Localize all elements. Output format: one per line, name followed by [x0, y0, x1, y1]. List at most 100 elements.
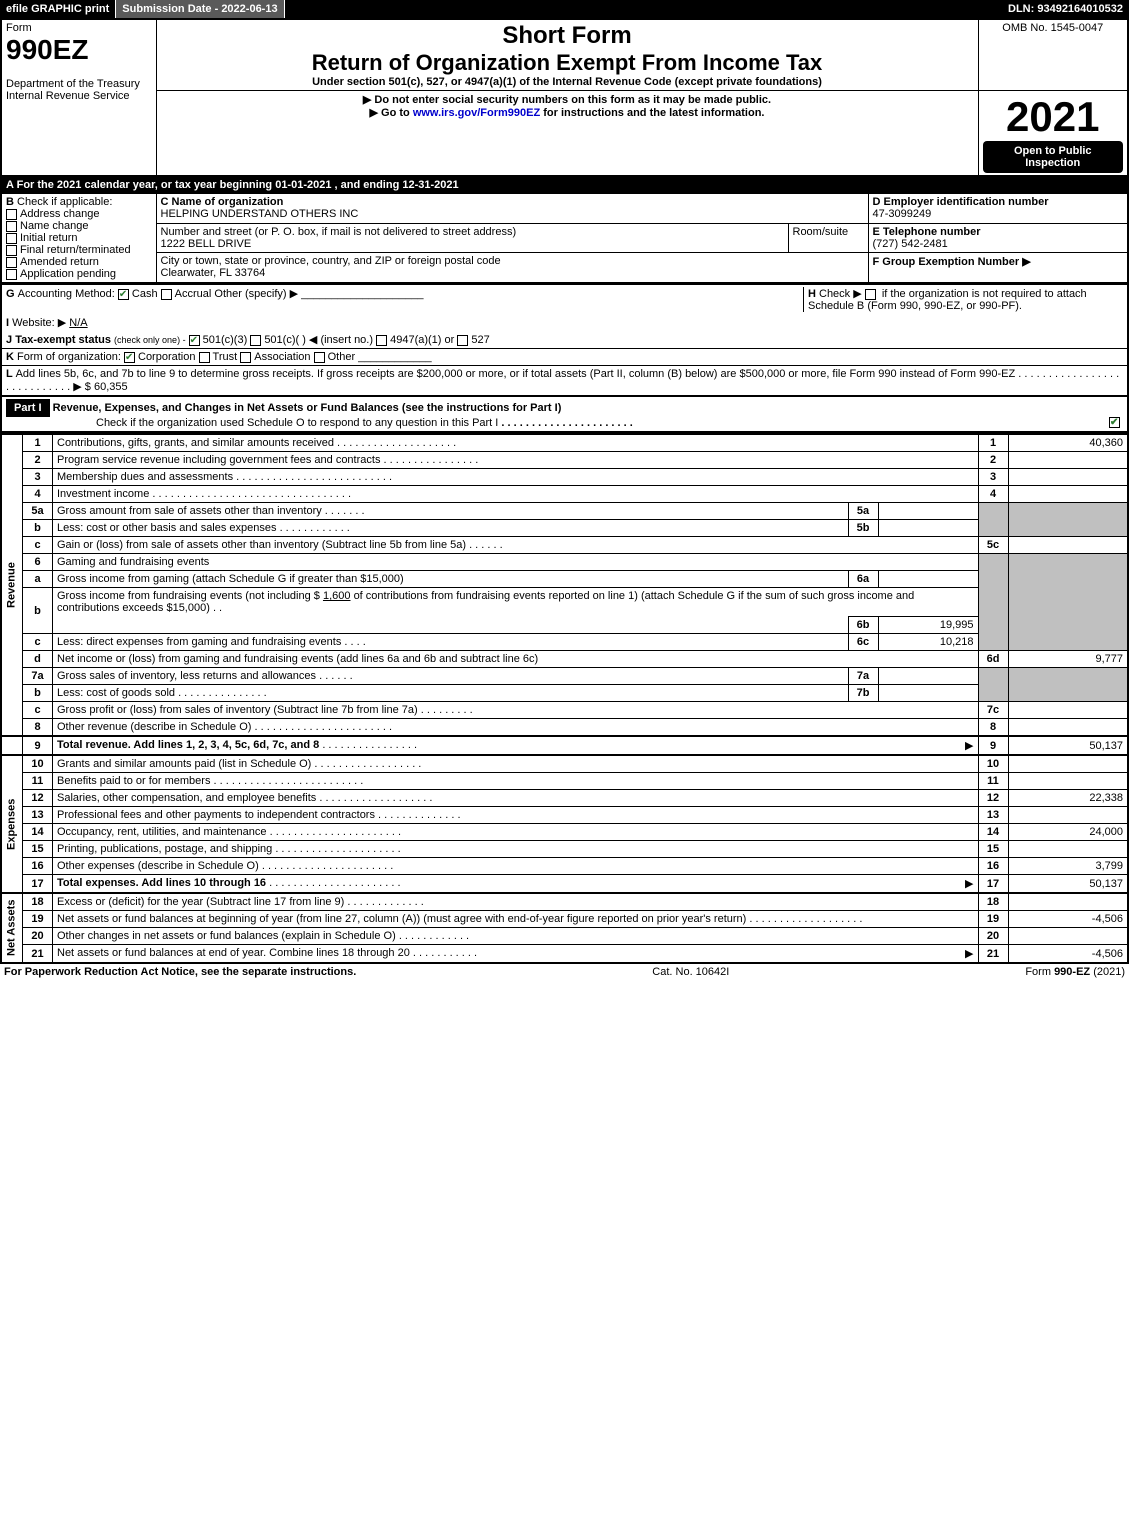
l6a-num: a	[23, 571, 53, 588]
l21-arrow: ▶	[965, 947, 973, 960]
line-A: A For the 2021 calendar year, or tax yea…	[0, 177, 1129, 193]
l5c-num: c	[23, 537, 53, 554]
l8-text: Other revenue (describe in Schedule O)	[57, 721, 251, 733]
l2-col: 2	[978, 452, 1008, 469]
l6b-sublabel: 6b	[848, 617, 878, 634]
goto-line: ▶ Go to www.irs.gov/Form990EZ for instru…	[161, 106, 974, 119]
chk-501c[interactable]	[250, 335, 261, 346]
l5c-col: 5c	[978, 537, 1008, 554]
l21-num: 21	[23, 945, 53, 964]
l21-val: -4,506	[1008, 945, 1128, 964]
l21-col: 21	[978, 945, 1008, 964]
tax-year: 2021	[983, 93, 1124, 141]
l1-text: Contributions, gifts, grants, and simila…	[57, 437, 334, 449]
efile-label: efile GRAPHIC print	[0, 0, 116, 18]
opt-501c3: 501(c)(3)	[203, 334, 248, 346]
L-amt-label: ▶ $	[73, 381, 94, 393]
l13-num: 13	[23, 807, 53, 824]
opt-final-return: Final return/terminated	[20, 244, 131, 256]
l3-num: 3	[23, 469, 53, 486]
l12-val: 22,338	[1008, 790, 1128, 807]
open-public-badge: Open to Public Inspection	[983, 141, 1124, 173]
D-label: D Employer identification number	[873, 196, 1049, 208]
netassets-side-label: Net Assets	[1, 893, 23, 963]
L-text: Add lines 5b, 6c, and 7b to line 9 to de…	[16, 368, 1016, 380]
lines-table: Revenue 1 Contributions, gifts, grants, …	[0, 433, 1129, 964]
l14-val: 24,000	[1008, 824, 1128, 841]
l9-val: 50,137	[1008, 736, 1128, 755]
l5a-sublabel: 5a	[848, 503, 878, 520]
chk-501c3[interactable]	[189, 335, 200, 346]
l10-val	[1008, 755, 1128, 773]
ssn-warning: ▶ Do not enter social security numbers o…	[161, 93, 974, 106]
l8-num: 8	[23, 719, 53, 737]
chk-H[interactable]	[865, 289, 876, 300]
chk-name-change[interactable]	[6, 221, 17, 232]
revenue-side-label: Revenue	[1, 434, 23, 736]
opt-501c: 501(c)( ) ◀ (insert no.)	[264, 334, 373, 346]
expenses-side-label: Expenses	[1, 755, 23, 893]
line-GH: G Accounting Method: Cash Accrual Other …	[0, 284, 1129, 314]
l16-col: 16	[978, 858, 1008, 875]
l6d-val: 9,777	[1008, 651, 1128, 668]
irs-link[interactable]: www.irs.gov/Form990EZ	[413, 107, 540, 119]
form-header: Form 990EZ Department of the Treasury In…	[0, 18, 1129, 177]
l6a-sublabel: 6a	[848, 571, 878, 588]
chk-part1-scheduleO[interactable]	[1109, 417, 1120, 428]
form-word: Form	[6, 22, 32, 34]
goto-post: for instructions and the latest informat…	[543, 107, 764, 119]
l15-text: Printing, publications, postage, and shi…	[57, 843, 272, 855]
l15-col: 15	[978, 841, 1008, 858]
part1-title: Revenue, Expenses, and Changes in Net As…	[53, 402, 562, 414]
chk-initial-return[interactable]	[6, 233, 17, 244]
l17-col: 17	[978, 875, 1008, 894]
l18-val	[1008, 893, 1128, 911]
chk-trust[interactable]	[199, 352, 210, 363]
opt-corporation: Corporation	[138, 351, 195, 363]
chk-accrual[interactable]	[161, 289, 172, 300]
l11-num: 11	[23, 773, 53, 790]
G-label: Accounting Method:	[18, 288, 115, 300]
chk-corporation[interactable]	[124, 352, 135, 363]
l21-text: Net assets or fund balances at end of ye…	[57, 947, 410, 959]
chk-address-change[interactable]	[6, 209, 17, 220]
l1-num: 1	[23, 434, 53, 452]
chk-cash[interactable]	[118, 289, 129, 300]
street-label: Number and street (or P. O. box, if mail…	[161, 226, 517, 238]
room-label: Room/suite	[793, 226, 849, 238]
l7b-text: Less: cost of goods sold	[57, 687, 175, 699]
chk-application-pending[interactable]	[6, 269, 17, 280]
l16-num: 16	[23, 858, 53, 875]
part1-check-text: Check if the organization used Schedule …	[96, 417, 498, 429]
l17-num: 17	[23, 875, 53, 894]
chk-527[interactable]	[457, 335, 468, 346]
I-label: Website: ▶	[12, 317, 66, 329]
line-A-text: For the 2021 calendar year, or tax year …	[17, 179, 459, 191]
chk-association[interactable]	[240, 352, 251, 363]
opt-other: Other (specify) ▶	[214, 288, 298, 300]
l17-val: 50,137	[1008, 875, 1128, 894]
l2-num: 2	[23, 452, 53, 469]
page-footer: For Paperwork Reduction Act Notice, see …	[0, 964, 1129, 980]
l15-val	[1008, 841, 1128, 858]
l5c-text: Gain or (loss) from sale of assets other…	[57, 539, 466, 551]
footer-right-pre: Form	[1025, 966, 1054, 978]
l7a-subval	[878, 668, 978, 685]
l7c-val	[1008, 702, 1128, 719]
chk-4947[interactable]	[376, 335, 387, 346]
l18-text: Excess or (deficit) for the year (Subtra…	[57, 896, 344, 908]
l7a-sublabel: 7a	[848, 668, 878, 685]
chk-other[interactable]	[314, 352, 325, 363]
l13-val	[1008, 807, 1128, 824]
chk-final-return[interactable]	[6, 245, 17, 256]
l10-text: Grants and similar amounts paid (list in…	[57, 758, 311, 770]
l15-num: 15	[23, 841, 53, 858]
J-label: Tax-exempt status	[15, 334, 111, 346]
chk-amended-return[interactable]	[6, 257, 17, 268]
irs-label: Internal Revenue Service	[6, 90, 130, 102]
opt-cash: Cash	[132, 288, 158, 300]
l5a-subval	[878, 503, 978, 520]
l14-col: 14	[978, 824, 1008, 841]
opt-application-pending: Application pending	[20, 268, 116, 280]
dept-treasury: Department of the Treasury	[6, 78, 140, 90]
